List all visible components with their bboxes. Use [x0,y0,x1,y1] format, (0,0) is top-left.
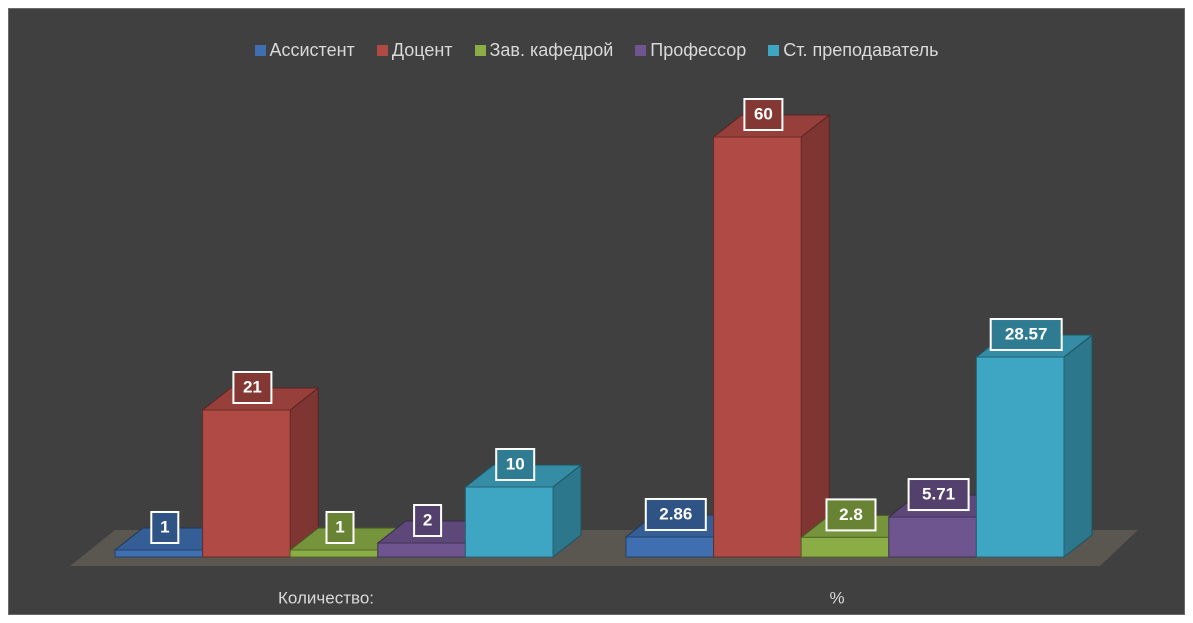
data-label: 21 [243,377,262,396]
legend-item: Ассистент [254,40,355,61]
bar [464,486,554,558]
bar [713,136,802,558]
legend: Ассистент Доцент Зав. кафедрой Профессор Ст.… [0,40,1193,61]
legend-swatch [474,45,486,56]
bar [377,542,466,558]
bar [975,356,1065,558]
legend-label: Ст. преподаватель [783,40,939,60]
data-label: 2 [423,510,432,529]
data-label: 60 [754,104,773,123]
data-label: 10 [506,454,525,473]
data-label-box [644,497,707,531]
legend-label: Ассистент [269,40,355,60]
data-label-box [907,478,970,512]
data-label: 2.86 [659,504,692,523]
data-label-box [150,511,180,544]
data-label-box [413,504,443,537]
legend-swatch [254,45,266,56]
data-label-box [825,498,877,532]
bar [289,549,379,558]
legend-swatch [768,45,780,56]
data-label: 1 [160,517,169,536]
data-label: 28.57 [1005,324,1048,343]
data-label-box [989,318,1063,352]
legend-swatch [376,45,388,56]
legend-item: Зав. кафедрой [474,40,614,61]
legend-label: Профессор [650,40,747,60]
data-label-box [325,511,355,544]
legend-item: Ст. преподаватель [768,40,939,61]
data-label: 5.71 [922,485,955,504]
bar [114,549,204,558]
bar [202,409,291,558]
legend-swatch [635,45,647,56]
bar-side [800,113,830,559]
x-tick-label: Количество: [278,588,374,607]
bar-side [1063,333,1093,559]
legend-label: Доцент [391,40,453,60]
data-label: 2.8 [839,505,863,524]
bar [625,536,715,558]
data-label-box [743,98,784,131]
legend-label: Зав. кафедрой [489,40,614,60]
data-label: 1 [335,517,344,536]
bar [800,536,890,558]
data-label-box [232,371,273,404]
data-label-box [495,448,536,481]
x-tick-label: % [829,588,844,607]
bar [888,516,977,558]
legend-item: Профессор [635,40,746,61]
legend-item: Доцент [376,40,453,61]
